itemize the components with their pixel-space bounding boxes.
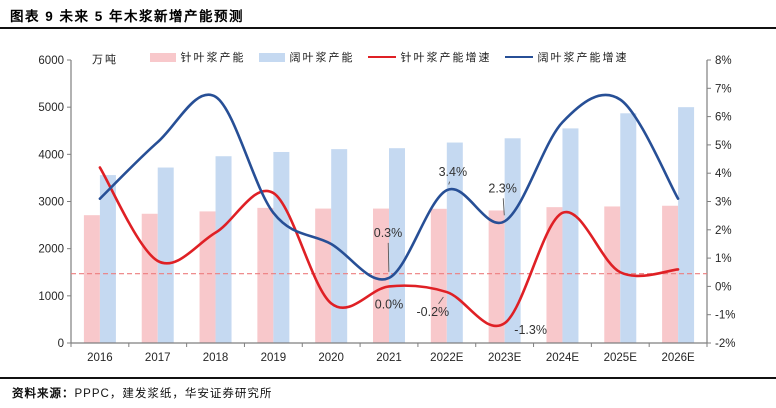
figure-title: 图表 9 未来 5 年木浆新增产能预测 [10, 9, 245, 24]
axis-label: 6000 [38, 55, 64, 67]
bar-针叶浆产能-2025E [604, 206, 621, 343]
bar-阔叶浆产能-2018 [215, 156, 232, 343]
title-divider [0, 27, 776, 29]
axis-label: 2000 [38, 244, 64, 256]
pulp-capacity-combo-chart: 0 1000 2000 3000 4000 5000 6000 -2% -1% 0% 1% 2% 3% 4… [38, 53, 735, 364]
bar-阔叶浆产能-2021 [389, 148, 405, 343]
bar-针叶浆产能-2026E [662, 205, 679, 343]
bar-阔叶浆产能-2026E [678, 107, 695, 344]
line-阔叶浆产能增速 [98, 93, 680, 281]
axis-label: 2025E [604, 352, 638, 364]
axis-label: 3000 [38, 197, 64, 209]
axis-label: 2019 [261, 352, 287, 364]
axis-label: 4% [715, 168, 732, 180]
axis-label: 2021 [376, 352, 402, 364]
axis-label: 3% [715, 197, 732, 209]
source-text: PPPC，建发浆纸，华安证券研究所 [74, 388, 273, 400]
axis-label: 7% [715, 83, 732, 95]
bar-阔叶浆产能-2016 [99, 175, 116, 343]
axis-label: 8% [715, 55, 732, 67]
bar-针叶浆产能-2018 [199, 211, 216, 343]
axis-label: 2020 [318, 352, 344, 364]
bar-阔叶浆产能-2017 [157, 167, 174, 343]
data-label--0.2%: -0.2% [416, 305, 449, 319]
source-note: 资料来源：PPPC，建发浆纸，华安证券研究所 [12, 385, 272, 401]
footer-divider [0, 377, 776, 379]
bar-针叶浆产能-2024E [546, 207, 563, 343]
annotation-leader [448, 181, 451, 185]
data-label-2.3%: 2.3% [488, 181, 517, 195]
axis-label: 2024E [546, 352, 580, 364]
data-label-0.0%: 0.0% [375, 297, 404, 311]
bar-针叶浆产能-2020 [315, 208, 332, 343]
bar-针叶浆产能-2021 [373, 208, 389, 343]
axis-label: 1000 [38, 291, 64, 303]
axis-label: -1% [715, 310, 735, 322]
axis-label: 万吨 [92, 53, 118, 66]
axis-label: 2% [715, 225, 732, 237]
data-label-3.4%: 3.4% [439, 165, 468, 179]
bar-阔叶浆产能-2020 [331, 149, 348, 343]
bar-阔叶浆产能-2024E [562, 128, 579, 343]
axis-label: 2017 [145, 352, 171, 364]
axis-label: 1% [715, 253, 732, 265]
axis-label: 5% [715, 140, 732, 152]
bar-阔叶浆产能-2023E [504, 138, 521, 343]
annotation-leader [438, 296, 444, 305]
axis-label: 0% [715, 281, 732, 293]
bar-针叶浆产能-2022E [430, 208, 447, 343]
bar-阔叶浆产能-2019 [273, 151, 290, 343]
axis-label: 2018 [203, 352, 229, 364]
axis-label: 2016 [87, 352, 113, 364]
data-label--1.3%: -1.3% [514, 323, 547, 337]
line-针叶浆产能增速 [98, 166, 680, 327]
annotation-leader [387, 242, 390, 272]
annotation-leader [502, 198, 505, 216]
bar-针叶浆产能-2017 [141, 213, 158, 343]
bar-针叶浆产能-2023E [488, 210, 505, 343]
source-label: 资料来源： [12, 388, 75, 400]
axis-label: 6% [715, 112, 732, 124]
axis-label: 2022E [430, 352, 464, 364]
bar-针叶浆产能-2016 [83, 215, 100, 343]
axis-label: 4000 [38, 149, 64, 161]
axis-label: -2% [715, 338, 735, 350]
axis-label: 0 [58, 338, 64, 350]
axis-label: 2023E [488, 352, 522, 364]
axis-label: 5000 [38, 102, 64, 114]
bar-阔叶浆产能-2025E [620, 113, 637, 343]
bar-针叶浆产能-2019 [257, 207, 274, 343]
data-label-0.3%: 0.3% [374, 226, 403, 240]
axis-label: 2026E [661, 352, 695, 364]
